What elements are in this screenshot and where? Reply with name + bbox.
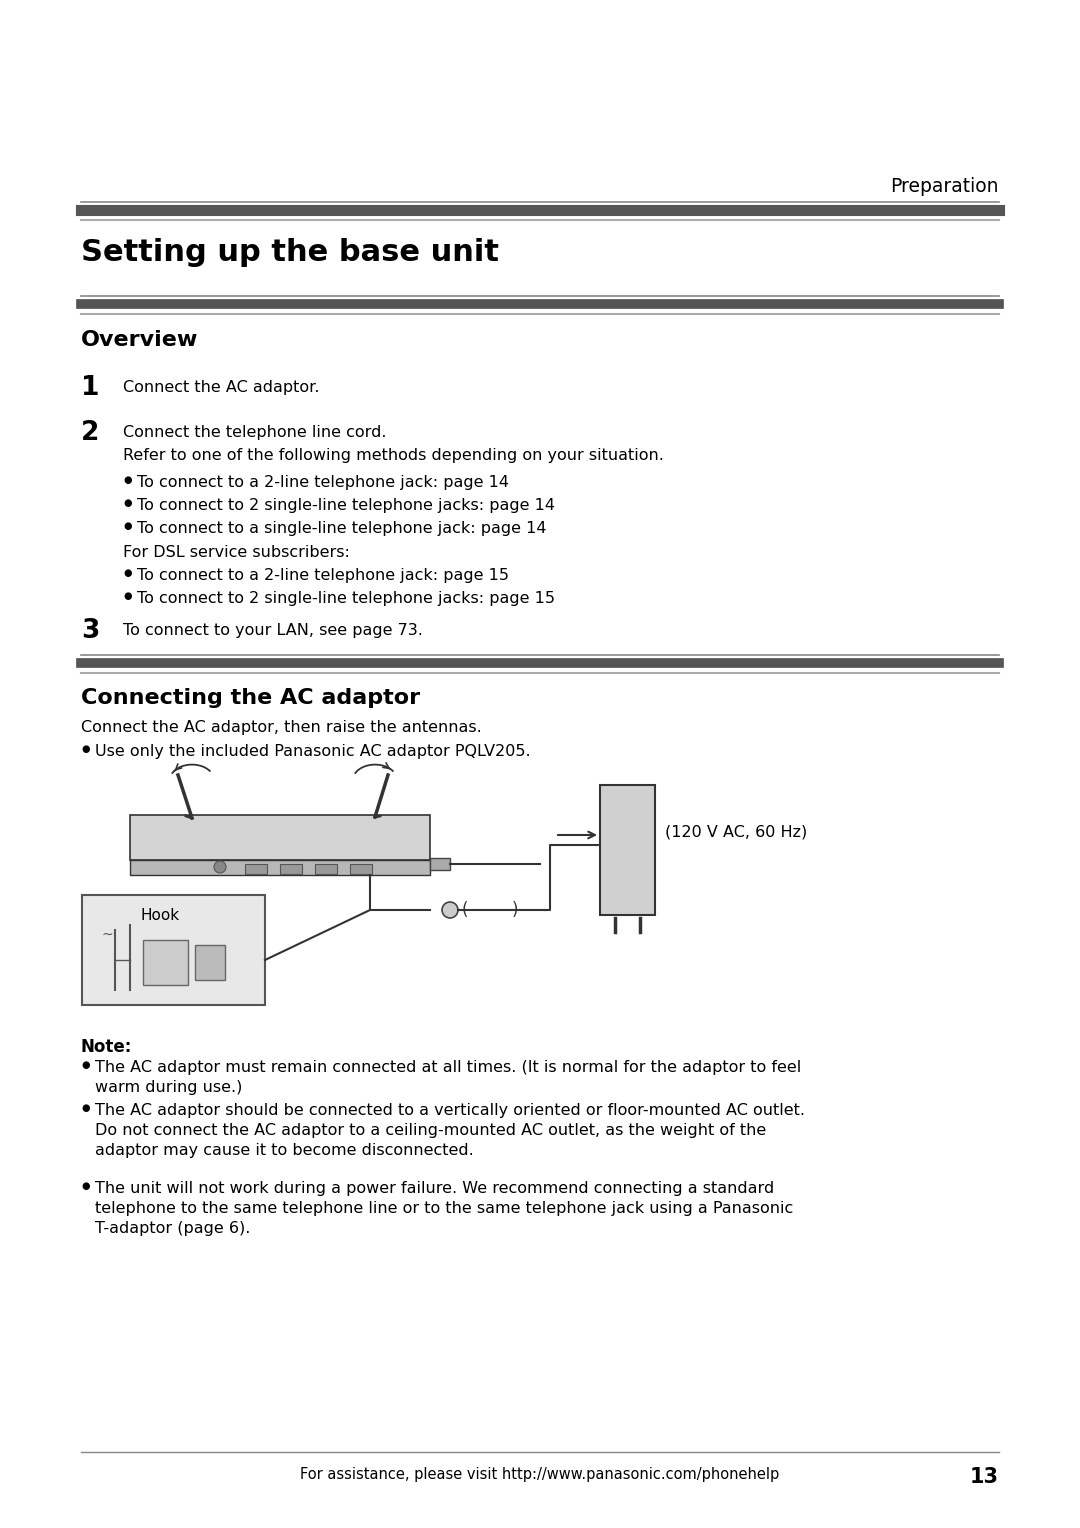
- Text: To connect to 2 single-line telephone jacks: page 14: To connect to 2 single-line telephone ja…: [137, 498, 555, 513]
- Text: ~: ~: [102, 927, 112, 941]
- Text: T-adaptor (page 6).: T-adaptor (page 6).: [95, 1221, 251, 1236]
- Text: telephone to the same telephone line or to the same telephone jack using a Panas: telephone to the same telephone line or …: [95, 1201, 793, 1216]
- Text: Connect the telephone line cord.: Connect the telephone line cord.: [123, 425, 387, 440]
- Text: The unit will not work during a power failure. We recommend connecting a standar: The unit will not work during a power fa…: [95, 1181, 774, 1196]
- Text: Setting up the base unit: Setting up the base unit: [81, 238, 499, 267]
- Bar: [280, 863, 302, 874]
- Text: ●: ●: [81, 1103, 90, 1112]
- Text: ●: ●: [81, 1181, 90, 1190]
- Text: ●: ●: [81, 1060, 90, 1070]
- Text: To connect to a 2-line telephone jack: page 14: To connect to a 2-line telephone jack: p…: [137, 475, 509, 490]
- Bar: [143, 940, 188, 986]
- Text: Note:: Note:: [81, 1038, 133, 1056]
- Text: 13: 13: [970, 1467, 999, 1487]
- Text: For DSL service subscribers:: For DSL service subscribers:: [123, 545, 350, 559]
- Text: ●: ●: [123, 498, 132, 507]
- Text: The AC adaptor must remain connected at all times. (It is normal for the adaptor: The AC adaptor must remain connected at …: [95, 1060, 801, 1076]
- Bar: [430, 859, 450, 869]
- Text: (: (: [462, 902, 469, 918]
- Text: For assistance, please visit http://www.panasonic.com/phonehelp: For assistance, please visit http://www.…: [300, 1467, 780, 1482]
- Text: ●: ●: [81, 744, 90, 753]
- Text: Refer to one of the following methods depending on your situation.: Refer to one of the following methods de…: [123, 448, 664, 463]
- Text: Overview: Overview: [81, 330, 199, 350]
- Text: (120 V AC, 60 Hz): (120 V AC, 60 Hz): [665, 825, 807, 839]
- Text: ): ): [512, 902, 518, 918]
- Text: Connect the AC adaptor.: Connect the AC adaptor.: [123, 380, 320, 396]
- Text: adaptor may cause it to become disconnected.: adaptor may cause it to become disconnec…: [95, 1143, 474, 1158]
- Text: ●: ●: [123, 521, 132, 532]
- Text: The AC adaptor should be connected to a vertically oriented or floor-mounted AC : The AC adaptor should be connected to a …: [95, 1103, 805, 1118]
- Circle shape: [442, 902, 458, 918]
- Text: Preparation: Preparation: [891, 177, 999, 196]
- Text: Do not connect the AC adaptor to a ceiling-mounted AC outlet, as the weight of t: Do not connect the AC adaptor to a ceili…: [95, 1123, 766, 1138]
- Bar: [315, 863, 337, 874]
- Bar: [600, 785, 654, 915]
- Text: To connect to 2 single-line telephone jacks: page 15: To connect to 2 single-line telephone ja…: [137, 591, 555, 607]
- Text: ●: ●: [123, 475, 132, 484]
- Bar: [245, 863, 267, 874]
- Bar: [195, 944, 225, 979]
- Polygon shape: [130, 814, 430, 860]
- Text: ●: ●: [123, 568, 132, 578]
- Text: Hook: Hook: [140, 908, 179, 923]
- Text: warm during use.): warm during use.): [95, 1080, 242, 1096]
- Text: To connect to your LAN, see page 73.: To connect to your LAN, see page 73.: [123, 623, 423, 639]
- Bar: [82, 895, 265, 1005]
- Text: Connect the AC adaptor, then raise the antennas.: Connect the AC adaptor, then raise the a…: [81, 720, 482, 735]
- Text: To connect to a 2-line telephone jack: page 15: To connect to a 2-line telephone jack: p…: [137, 568, 509, 584]
- Bar: [350, 863, 372, 874]
- Text: 1: 1: [81, 374, 99, 400]
- Circle shape: [214, 860, 226, 872]
- Text: Use only the included Panasonic AC adaptor PQLV205.: Use only the included Panasonic AC adapt…: [95, 744, 530, 759]
- Text: 3: 3: [81, 617, 99, 643]
- Text: Connecting the AC adaptor: Connecting the AC adaptor: [81, 688, 420, 707]
- Polygon shape: [130, 860, 430, 876]
- Text: To connect to a single-line telephone jack: page 14: To connect to a single-line telephone ja…: [137, 521, 546, 536]
- Text: 2: 2: [81, 420, 99, 446]
- Text: ●: ●: [123, 591, 132, 601]
